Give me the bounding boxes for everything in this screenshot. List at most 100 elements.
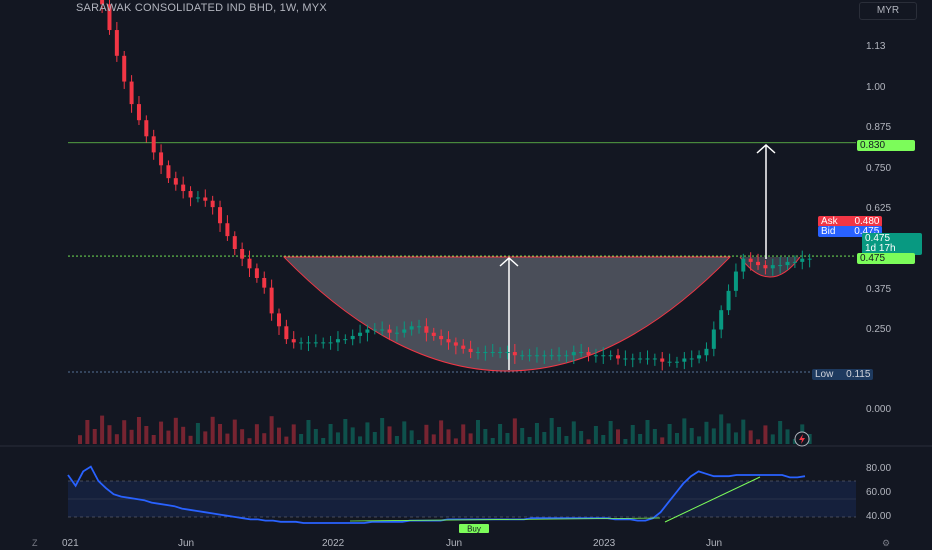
candle-body — [645, 358, 650, 360]
settings-icon[interactable]: ⚙ — [882, 538, 891, 548]
candle-body — [512, 352, 517, 356]
candle-body — [402, 329, 407, 333]
volume-bar — [439, 420, 444, 444]
candle-body — [475, 352, 480, 354]
candle-body — [144, 120, 149, 137]
x-tick-label: Jun — [178, 538, 195, 549]
volume-bar — [203, 431, 208, 444]
x-tick-label: 2022 — [322, 538, 345, 549]
volume-bar — [151, 435, 156, 444]
candle-body — [262, 277, 267, 288]
volume-bar — [778, 421, 783, 444]
volume-bar — [461, 424, 466, 444]
candle-body — [394, 332, 399, 334]
low-value: 0.115 — [846, 369, 871, 380]
volume-bar — [616, 429, 621, 444]
candle-body — [549, 355, 554, 357]
volume-bar — [608, 421, 613, 444]
osc-base-line — [349, 517, 661, 522]
volume-bar — [387, 426, 392, 444]
volume-bar — [549, 418, 554, 444]
candle-body — [225, 223, 230, 237]
candle-body — [800, 258, 805, 262]
volume-bar — [247, 438, 252, 444]
volume-bar — [136, 417, 141, 444]
bid-label: Bid — [821, 226, 836, 237]
osc-tick-label: 40.00 — [866, 511, 892, 522]
volume-bar — [475, 420, 480, 444]
volume-bar — [358, 436, 363, 444]
volume-bar — [667, 424, 672, 444]
volume-bar — [284, 436, 289, 444]
candle-body — [203, 197, 208, 201]
candle-body — [674, 361, 679, 363]
candle-body — [726, 290, 731, 311]
volume-bar — [92, 429, 97, 444]
cup-depth-arrowhead — [499, 256, 519, 267]
x-tick-label: 2023 — [593, 538, 616, 549]
volume-bar — [748, 430, 753, 444]
volume-bar — [792, 439, 797, 444]
low-label: Low — [815, 369, 834, 380]
volume-bar — [446, 429, 451, 444]
candle-body — [667, 361, 672, 363]
volume-bar — [638, 434, 643, 444]
volume-bar — [711, 428, 716, 444]
candle-body — [593, 355, 598, 357]
candle-body — [284, 326, 289, 340]
candle-body — [409, 326, 414, 330]
volume-bar — [129, 429, 134, 444]
candle-body — [129, 81, 134, 105]
volume-bar — [490, 438, 495, 444]
candle-body — [490, 352, 495, 354]
candle-body — [542, 355, 547, 357]
candle-body — [446, 339, 451, 343]
volume-bar — [195, 423, 200, 444]
volume-bar — [453, 438, 458, 444]
volume-bar — [542, 432, 547, 444]
candle-body — [291, 339, 296, 343]
buy-marker — [459, 524, 489, 533]
volume-bar — [402, 421, 407, 444]
candle-body — [313, 342, 318, 344]
y-tick-label: 1.00 — [866, 82, 886, 93]
candle-body — [527, 355, 532, 357]
candle-body — [652, 358, 657, 360]
volume-bar — [321, 438, 326, 444]
volume-bar — [652, 429, 657, 444]
volume-bar — [468, 433, 473, 444]
candle-body — [741, 258, 746, 272]
candle-body — [269, 287, 274, 314]
candle-body — [763, 265, 768, 269]
timezone-icon[interactable]: Z — [32, 538, 38, 548]
candle-body — [520, 355, 525, 357]
ask-label: Ask — [821, 216, 838, 227]
candle-body — [770, 265, 775, 269]
volume-bar — [726, 423, 731, 444]
volume-bar — [623, 439, 628, 444]
candle-body — [247, 258, 252, 269]
candle-body — [468, 348, 473, 353]
y-tick-label: 1.13 — [866, 41, 886, 52]
volume-bar — [262, 433, 267, 444]
volume-bar — [593, 426, 598, 444]
volume-bar — [313, 429, 318, 444]
volume-bar — [218, 424, 223, 444]
volume-bar — [85, 420, 90, 444]
volume-bar — [335, 432, 340, 444]
candle-body — [682, 358, 687, 362]
currency-button[interactable]: MYR — [859, 2, 917, 20]
volume-bar — [291, 424, 296, 444]
volume-bar — [122, 420, 127, 444]
candle-body — [557, 355, 562, 357]
candle-body — [586, 352, 591, 356]
volume-bar — [689, 428, 694, 444]
handle-pattern — [739, 256, 801, 278]
osc-tick-label: 60.00 — [866, 487, 892, 498]
candle-body — [306, 342, 311, 344]
candle-body — [697, 355, 702, 359]
volume-bar — [601, 435, 606, 444]
volume-bar — [682, 418, 687, 444]
volume-bar — [240, 429, 245, 444]
candle-body — [166, 165, 171, 179]
